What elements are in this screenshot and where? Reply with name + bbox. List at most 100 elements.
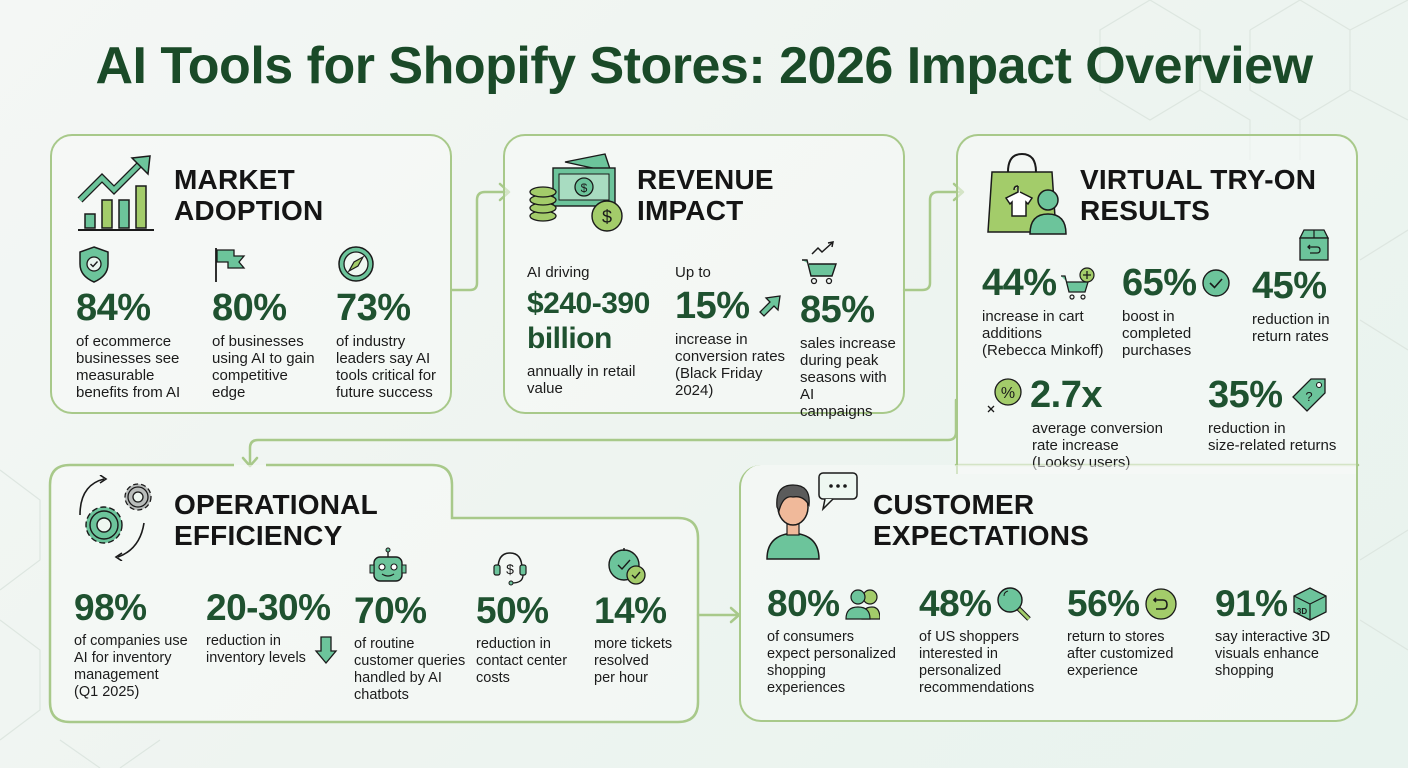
stat-98: 98% of companies use AI for inventory ma… bbox=[74, 589, 188, 701]
panel-operational-efficiency: OPERATIONAL EFFICIENCY 98% of companies … bbox=[50, 465, 698, 722]
stat-35: 35% ? reduction in size-related returns bbox=[1208, 376, 1336, 454]
page-title: AI Tools for Shopify Stores: 2026 Impact… bbox=[95, 37, 1313, 95]
stat-description: of US shoppers interested in personalize… bbox=[919, 629, 1035, 696]
svg-text:%: % bbox=[1001, 385, 1015, 402]
stat-56: 56% return to stores after customized ex… bbox=[1067, 585, 1178, 680]
stat-description: more tickets resolved per hour bbox=[594, 636, 673, 686]
panel-title: MARKET ADOPTION bbox=[174, 164, 324, 226]
stat-description: of consumers expect personalized shoppin… bbox=[767, 629, 896, 696]
stat-description: return to stores after customized experi… bbox=[1067, 629, 1174, 679]
stat-description: increase in cart additions (Rebecca Mink… bbox=[982, 308, 1104, 359]
stat-48: 48% of US shoppers interested in persona… bbox=[919, 585, 1034, 697]
compass-icon bbox=[338, 246, 374, 282]
headset-dollar-icon: $ bbox=[493, 552, 527, 586]
stat-value: 35% bbox=[1208, 374, 1283, 416]
stat-84: 84% of ecommerce businesses see measurab… bbox=[76, 244, 180, 401]
return-box-icon bbox=[1298, 229, 1330, 261]
stat-240-390-billion: AI driving $240-390 billion annually in … bbox=[527, 264, 650, 397]
stat-value: 84% bbox=[76, 287, 151, 329]
stat-description: of businesses using AI to gain competiti… bbox=[212, 333, 315, 401]
users-icon bbox=[844, 589, 880, 620]
stat-45: 45% reduction in return rates bbox=[1252, 228, 1332, 345]
percent-badge-icon: % bbox=[987, 378, 1022, 413]
svg-text:3D: 3D bbox=[1296, 607, 1306, 616]
money-coins-icon: $ $ bbox=[529, 153, 623, 232]
arrow-up-right-icon bbox=[758, 295, 781, 317]
stat-80-consumers: 80% of consumers expect personalized sho… bbox=[767, 585, 896, 697]
flag-icon bbox=[215, 248, 246, 282]
stat-value: 2.7x bbox=[1030, 374, 1102, 416]
stat-70: 70% of routine customer queries handled … bbox=[354, 547, 465, 704]
stat-91: 91% 3D say interactive 3D visuals enhanc… bbox=[1215, 585, 1330, 680]
stat-value: 70% bbox=[354, 590, 427, 631]
panel-title: OPERATIONAL EFFICIENCY bbox=[174, 489, 378, 551]
cart-trend-icon bbox=[802, 241, 837, 285]
stat-description: say interactive 3D visuals enhance shopp… bbox=[1215, 629, 1331, 679]
stat-15: Up to 15% increase in conversion rates (… bbox=[675, 264, 785, 399]
stat-description: boost in completed purchases bbox=[1122, 308, 1192, 359]
panel-title: VIRTUAL TRY-ON RESULTS bbox=[1080, 164, 1317, 226]
magnifier-icon bbox=[996, 587, 1031, 621]
check-circle-icon bbox=[1201, 269, 1230, 297]
stat-description: sales increase during peak seasons with … bbox=[800, 335, 896, 420]
stat-50: $ 50% reduction in contact center costs bbox=[476, 547, 567, 687]
gears-cycle-icon bbox=[79, 475, 152, 561]
return-circle-icon bbox=[1144, 588, 1177, 620]
panel-title: REVENUE IMPACT bbox=[637, 164, 774, 226]
shopping-bag-person-icon bbox=[987, 152, 1067, 235]
stat-14: 14% more tickets resolved per hour bbox=[594, 547, 672, 687]
cube-3d-icon: 3D bbox=[1292, 587, 1327, 621]
stat-description: annually in retail value bbox=[527, 363, 636, 397]
arrow-down-icon bbox=[314, 636, 338, 665]
panel-title: CUSTOMER EXPECTATIONS bbox=[873, 489, 1090, 551]
panel-revenue-impact: $ $ REVENUE IMPACT AI driving $240-390 b… bbox=[503, 134, 905, 420]
stat-prefix: Up to bbox=[675, 264, 711, 281]
stat-value: 14% bbox=[594, 590, 667, 631]
stat-value: 73% bbox=[336, 287, 411, 329]
stat-description: average conversion rate increase (Looksy… bbox=[1032, 420, 1163, 471]
price-tag-question-icon: ? bbox=[1291, 378, 1326, 412]
stat-value: 65% bbox=[1122, 262, 1197, 304]
stat-value: 80% bbox=[767, 583, 840, 624]
stat-2-7x: % 2.7x average conversion rate increase … bbox=[986, 376, 1163, 471]
stat-description: of companies use AI for inventory manage… bbox=[74, 633, 188, 700]
stat-value: 80% bbox=[212, 287, 287, 329]
stat-description: of industry leaders say AI tools critica… bbox=[336, 333, 437, 401]
cart-plus-icon bbox=[1060, 267, 1095, 300]
stat-description: of routine customer queries handled by A… bbox=[354, 636, 466, 703]
stat-prefix: AI driving bbox=[527, 264, 590, 281]
svg-text:?: ? bbox=[1305, 389, 1312, 404]
stat-value: 44% bbox=[982, 262, 1057, 304]
svg-text:$: $ bbox=[581, 181, 588, 195]
person-chat-icon bbox=[766, 472, 858, 560]
stat-value: 48% bbox=[919, 583, 992, 624]
stat-description: reduction in contact center costs bbox=[476, 636, 568, 686]
stat-value-unit: billion bbox=[527, 322, 612, 355]
svg-text:$: $ bbox=[602, 207, 612, 227]
stat-value: $240-390 bbox=[527, 287, 650, 320]
panel-virtual-try-on: VIRTUAL TRY-ON RESULTS 44% increase in c… bbox=[956, 134, 1358, 474]
stat-value: 15% bbox=[675, 285, 750, 327]
stat-value: 91% bbox=[1215, 583, 1288, 624]
panel-customer-expectations: CUSTOMER EXPECTATIONS 80% of consumers e… bbox=[739, 465, 1358, 722]
stat-description: reduction in inventory levels bbox=[206, 633, 306, 666]
svg-text:$: $ bbox=[506, 561, 514, 577]
stat-20-30: 20-30% reduction in inventory levels bbox=[206, 589, 338, 667]
stat-65: 65% boost in completed purchases bbox=[1122, 264, 1231, 359]
shield-check-icon bbox=[79, 246, 109, 283]
robot-icon bbox=[369, 547, 407, 582]
stat-description: reduction in return rates bbox=[1252, 311, 1330, 345]
stat-80: 80% of businesses using AI to gain compe… bbox=[212, 244, 315, 401]
stat-value: 50% bbox=[476, 590, 549, 631]
stat-description: reduction in size-related returns bbox=[1208, 420, 1337, 454]
stat-85: 85% sales increase during peak seasons w… bbox=[800, 240, 903, 420]
panel-market-adoption: MARKET ADOPTION 84% of ecommerce busines… bbox=[50, 134, 452, 414]
stat-description: increase in conversion rates (Black Frid… bbox=[675, 331, 786, 399]
stat-value: 56% bbox=[1067, 583, 1140, 624]
stat-value: 20-30% bbox=[206, 587, 331, 628]
stat-description: of ecommerce businesses see measurable b… bbox=[76, 333, 181, 401]
stat-value: 45% bbox=[1252, 265, 1327, 307]
stat-73: 73% of industry leaders say AI tools cri… bbox=[336, 244, 436, 401]
growth-chart-icon bbox=[77, 155, 154, 231]
stat-value: 98% bbox=[74, 587, 147, 628]
